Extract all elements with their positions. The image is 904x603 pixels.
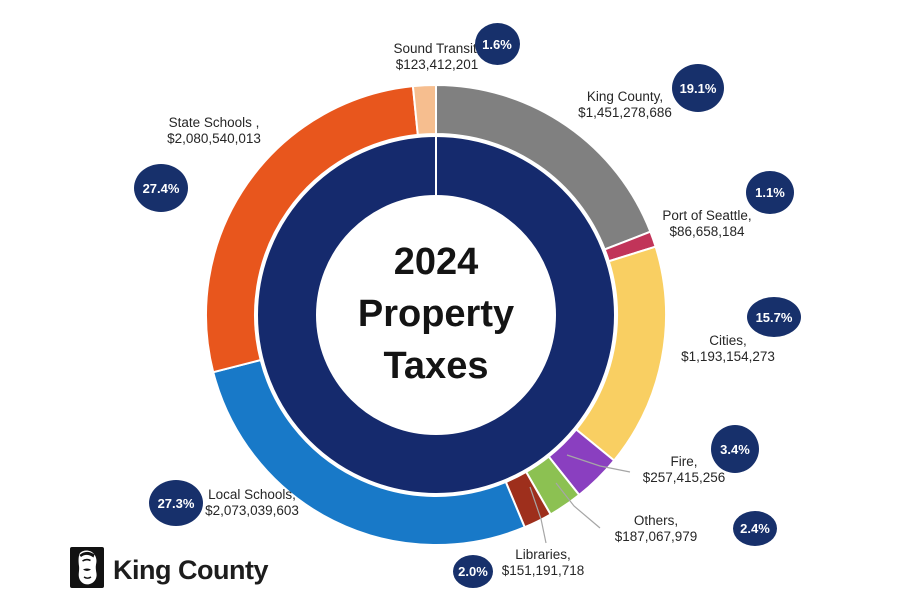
segment-amount-text: $187,067,979 <box>614 529 698 544</box>
percent-bubble-label: 1.1% <box>755 184 785 200</box>
segment-amount-text: $2,073,039,603 <box>205 503 299 518</box>
percent-bubble-label: 2.4% <box>740 520 770 536</box>
segment-name-text: King County, <box>586 89 664 104</box>
chart-title-line2: Property <box>357 293 515 335</box>
segment-amount-text: $2,080,540,013 <box>167 131 261 146</box>
segment-label-king-county: King County, $1,451,278,686 <box>578 89 672 121</box>
percent-bubble-sound-transit: 1.6% <box>474 23 520 65</box>
segment-label-libraries: Libraries, $151,191,718 <box>502 547 585 579</box>
percent-bubble-cities: 15.7% <box>747 297 801 337</box>
segment-name-text: State Schools , <box>168 115 260 130</box>
percent-bubble-label: 1.6% <box>482 36 512 52</box>
percent-bubble-label: 3.4% <box>720 441 750 457</box>
segment-name-text: Libraries, <box>515 547 571 562</box>
segment-amount-text: $257,415,256 <box>642 470 726 485</box>
segment-amount-text: $86,658,184 <box>669 224 745 239</box>
segment-amount-text: $1,193,154,273 <box>681 349 775 364</box>
segment-label-fire: Fire, $257,415,256 <box>643 454 726 486</box>
leader-line-others <box>555 482 601 529</box>
segment-amount-text: $1,451,278,686 <box>578 105 672 120</box>
percent-bubble-label: 27.3% <box>157 495 195 511</box>
chart-title: 2024 Property Taxes <box>358 236 514 392</box>
percent-bubble-port-of-seattle: 1.1% <box>746 170 794 214</box>
mlk-silhouette-icon <box>70 547 104 593</box>
percent-bubble-fire: 3.4% <box>711 425 759 473</box>
percent-bubble-state-schools: 27.4% <box>134 164 188 212</box>
segment-name-text: Sound Transit, <box>393 41 481 56</box>
percent-bubble-king-county: 19.1% <box>672 64 724 112</box>
percent-bubble-libraries: 2.0% <box>453 554 493 588</box>
chart-title-line1: 2024 <box>393 241 479 283</box>
segment-label-cities: Cities, $1,193,154,273 <box>681 333 775 365</box>
segment-label-sound-transit: Sound Transit, $123,412,201 <box>393 41 480 73</box>
leader-line-libraries <box>529 486 547 544</box>
king-county-logo: King County <box>70 547 268 593</box>
percent-bubble-label: 15.7% <box>755 309 793 325</box>
segment-label-state-schools: State Schools , $2,080,540,013 <box>167 115 261 147</box>
percent-bubble-others: 2.4% <box>733 510 777 546</box>
segment-label-port-of-seattle: Port of Seattle, $86,658,184 <box>662 208 751 240</box>
segment-label-local-schools: Local Schools, $2,073,039,603 <box>205 487 299 519</box>
segment-name-text: Others, <box>633 513 679 528</box>
percent-bubble-local-schools: 27.3% <box>149 480 203 526</box>
percent-bubble-label: 19.1% <box>679 80 717 96</box>
segment-amount-text: $151,191,718 <box>501 563 585 578</box>
segment-label-others: Others, $187,067,979 <box>615 513 698 545</box>
chart-title-line3: Taxes <box>383 345 489 387</box>
segment-name-text: Local Schools, <box>208 487 296 502</box>
segment-amount-text: $123,412,201 <box>395 57 479 72</box>
percent-bubble-label: 2.0% <box>458 563 488 579</box>
segment-sound-transit <box>411 83 437 137</box>
percent-bubble-label: 27.4% <box>142 180 180 196</box>
king-county-logo-text: King County <box>113 554 268 585</box>
segment-name-text: Fire, <box>670 454 698 469</box>
segment-name-text: Cities, <box>709 333 747 348</box>
leader-line-fire <box>566 454 631 473</box>
segment-name-text: Port of Seattle, <box>662 208 752 223</box>
